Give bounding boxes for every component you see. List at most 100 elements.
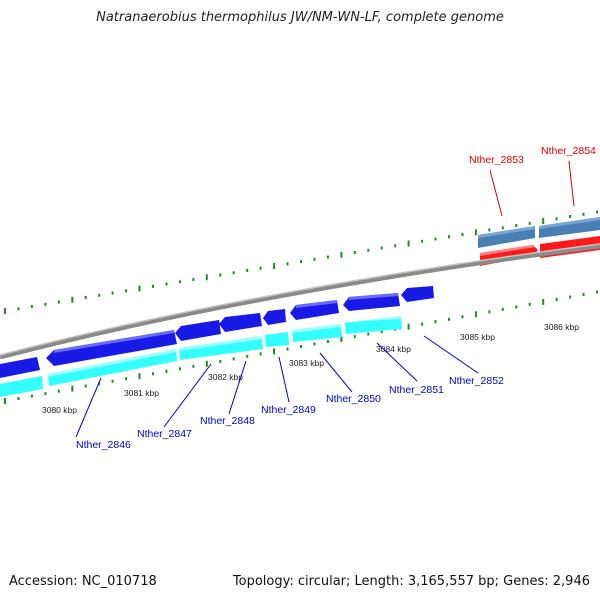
gc-tick (219, 359, 222, 363)
gc-tick (44, 392, 47, 396)
gene-leader-line (376, 342, 418, 382)
gene-label[interactable]: Nther_2848 (200, 415, 255, 427)
gc-tick (596, 210, 598, 214)
reverse-feature-highlight (292, 324, 341, 333)
reverse-cds-highlight (296, 300, 337, 308)
axis-tick-label: 3081 kbp (124, 388, 159, 398)
gene-label[interactable]: Nther_2847 (137, 428, 192, 440)
gc-tick (501, 226, 504, 230)
gc-tick (542, 218, 545, 224)
gene-leader-line (278, 356, 290, 403)
gc-tick (300, 260, 302, 263)
gc-tick (259, 352, 262, 356)
gc-tick (125, 289, 128, 293)
gene-labels: Nther_2846 Nther_2847 Nther_2848 Nther_2849… (75, 145, 596, 451)
gc-tick (17, 397, 20, 400)
gc-tick (448, 317, 450, 321)
backbone (0, 243, 600, 360)
reverse-feature-segment[interactable] (48, 349, 177, 386)
reverse-feature-track (0, 316, 402, 397)
forward-feature-segment[interactable] (478, 226, 535, 248)
gc-tick (152, 372, 154, 376)
gene-label[interactable]: Nther_2846 (76, 439, 131, 451)
gc-tick (273, 348, 276, 355)
gc-tick (71, 385, 74, 392)
gene-label[interactable]: Nther_2849 (261, 404, 316, 416)
reverse-cds-arrow[interactable] (0, 357, 40, 378)
gc-tick (488, 310, 491, 314)
gc-tick (515, 224, 518, 227)
gc-tick (367, 332, 370, 336)
gc-tick (326, 340, 329, 343)
gc-tick (152, 284, 154, 288)
gc-tick (219, 273, 222, 277)
genome-stats-text: Topology: circular; Length: 3,165,557 bp… (232, 574, 590, 589)
gene-label[interactable]: Nther_2852 (449, 375, 504, 387)
gene-label[interactable]: Nther_2851 (389, 384, 444, 396)
gene-leader-line (319, 352, 353, 393)
reverse-feature-segment[interactable] (345, 316, 402, 334)
reverse-feature-segment[interactable] (179, 336, 263, 360)
inner-gc-track (4, 290, 598, 404)
gc-tick (407, 323, 410, 330)
reverse-cds-arrow[interactable] (263, 309, 286, 325)
reverse-cds-track (0, 286, 434, 378)
gc-tick (138, 285, 141, 292)
gc-tick (232, 271, 235, 275)
axis-labels: 3080 kbp 3081 kbp 3082 kbp 3083 kbp 3084 kbp… (42, 322, 579, 415)
gc-tick (205, 274, 208, 281)
gc-tick (84, 296, 87, 299)
gc-tick (4, 308, 6, 314)
gc-tick (30, 305, 33, 308)
gc-tick (582, 212, 585, 216)
gc-tick (192, 364, 195, 368)
gene-leader-line (228, 360, 247, 415)
reverse-feature-segment[interactable] (0, 376, 43, 397)
gc-tick (259, 266, 262, 270)
axis-tick-label: 3082 kbp (208, 372, 243, 382)
gc-tick (57, 389, 60, 393)
gc-tick (555, 217, 558, 221)
gene-label[interactable]: Nther_2853 (469, 154, 524, 166)
gc-tick (205, 360, 208, 367)
gene-leader-line (489, 169, 503, 217)
axis-tick-label: 3084 kbp (376, 344, 411, 354)
reverse-feature-highlight (179, 336, 262, 351)
gc-tick (313, 257, 316, 261)
gc-tick (474, 311, 477, 318)
gc-tick (461, 315, 464, 319)
gene-label[interactable]: Nther_2854 (541, 145, 596, 157)
gc-tick (125, 377, 128, 381)
gene-label[interactable]: Nther_2850 (326, 393, 381, 405)
reverse-cds-arrow[interactable] (46, 330, 177, 366)
gc-tick (434, 320, 437, 324)
reverse-feature-segment[interactable] (265, 332, 289, 347)
gc-tick (582, 293, 585, 296)
gc-tick (84, 384, 87, 388)
gc-tick (17, 307, 20, 311)
gc-tick (474, 229, 477, 236)
gc-tick (178, 367, 181, 371)
gc-tick (421, 239, 424, 243)
gc-tick (542, 298, 545, 305)
gc-tick (448, 235, 450, 239)
reverse-cds-highlight (54, 330, 174, 353)
gc-tick (407, 240, 410, 247)
reverse-cds-arrow[interactable] (175, 320, 221, 341)
gc-tick (313, 342, 316, 346)
reverse-cds-arrow[interactable] (401, 286, 434, 302)
gc-tick (394, 244, 397, 248)
gene-leader-line (75, 377, 102, 438)
gc-tick (138, 373, 141, 380)
gc-tick (232, 357, 235, 361)
axis-tick-label: 3085 kbp (460, 332, 495, 342)
gc-tick (286, 262, 289, 266)
reverse-cds-arrow[interactable] (219, 313, 262, 332)
reverse-feature-highlight (48, 349, 176, 377)
gc-tick (98, 293, 101, 297)
gc-tick (501, 307, 504, 311)
forward-feature-track (478, 217, 600, 248)
gc-tick (111, 291, 114, 295)
gc-tick (353, 251, 356, 254)
